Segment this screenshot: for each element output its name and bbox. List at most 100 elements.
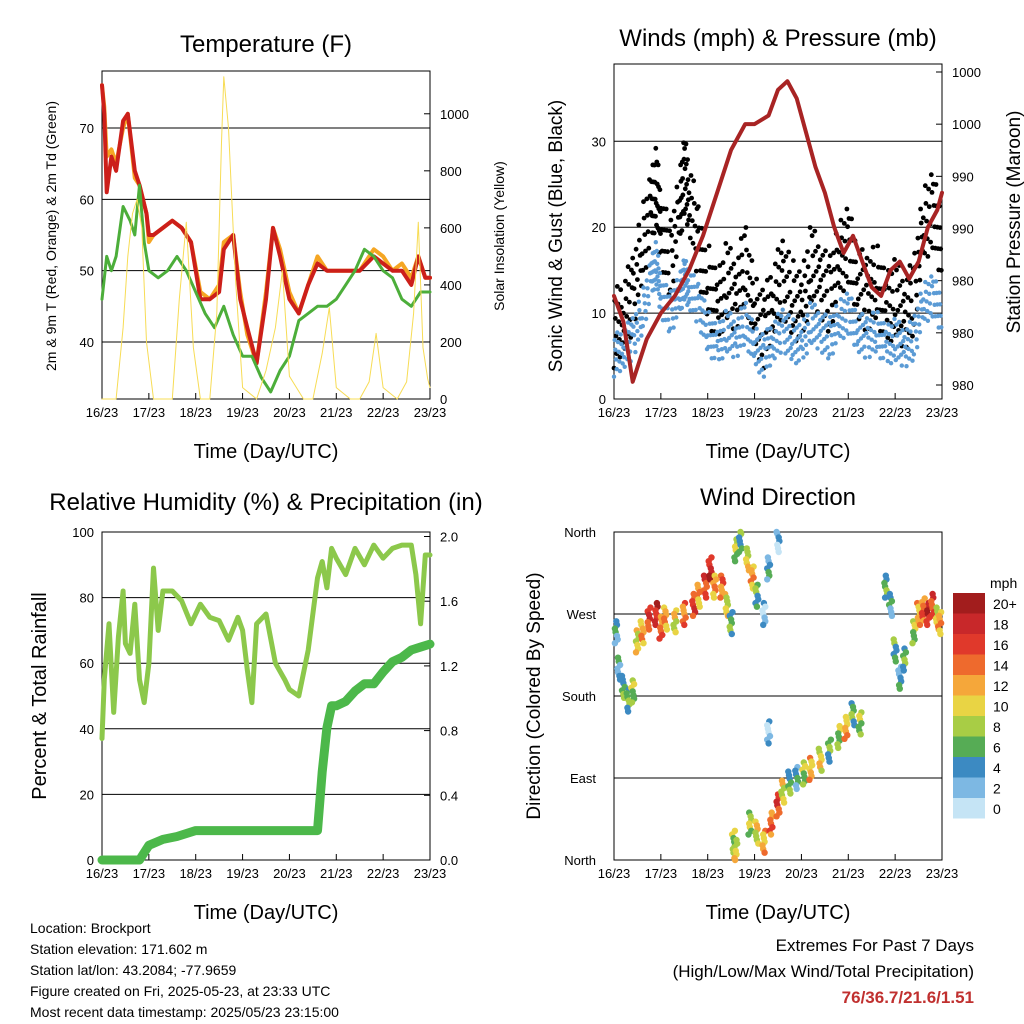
temperature-ytick-right-label: 600 <box>440 221 462 236</box>
winds-point <box>768 326 773 331</box>
winds-point <box>756 359 761 364</box>
humidity-ytick-label: 40 <box>80 722 94 737</box>
info-latest: Most recent data timestamp: 2025/05/23 2… <box>30 1004 339 1020</box>
winds-point <box>791 317 796 322</box>
winds-ytick-right-label: 980 <box>952 378 974 393</box>
direction-point <box>742 556 750 563</box>
direction-point <box>890 636 897 643</box>
winds-point <box>773 279 779 284</box>
winds-point <box>743 300 749 306</box>
winds-point <box>728 266 734 271</box>
direction-ytick-label: West <box>567 607 597 622</box>
winds-point <box>636 299 641 304</box>
direction-point <box>732 847 739 855</box>
temperature-xlabel: Time (Day/UTC) <box>194 441 339 463</box>
legend-label: 10 <box>993 699 1009 715</box>
winds-point <box>782 298 788 304</box>
winds-point <box>849 216 854 222</box>
winds-point <box>838 217 844 223</box>
legend-swatch <box>953 593 985 614</box>
direction-point <box>773 798 780 805</box>
direction-point <box>754 592 761 599</box>
winds-point <box>784 274 790 280</box>
humidity-xtick-label: 22/23 <box>367 866 400 881</box>
winds-point <box>890 334 895 339</box>
winds-point <box>625 264 631 270</box>
direction-point <box>750 574 757 581</box>
winds-point <box>639 251 645 257</box>
direction-point <box>766 732 774 740</box>
winds-point <box>904 364 909 369</box>
winds-point <box>894 267 899 273</box>
winds-point <box>712 355 717 361</box>
winds-point <box>766 310 771 316</box>
winds-point <box>840 316 845 321</box>
winds-point <box>673 306 678 311</box>
winds-point <box>890 343 896 349</box>
winds-point <box>681 156 687 162</box>
winds-point <box>726 270 731 276</box>
direction-point <box>706 572 713 579</box>
winds-point <box>842 238 848 244</box>
winds-point <box>742 305 747 310</box>
winds-point <box>680 286 686 291</box>
winds-point <box>895 307 901 313</box>
winds-point <box>646 245 652 251</box>
direction-point <box>881 579 888 587</box>
winds-point <box>818 328 823 334</box>
winds-point <box>864 282 869 288</box>
winds-point <box>740 324 745 329</box>
winds-point <box>777 340 783 346</box>
winds-point <box>837 267 842 273</box>
direction-point <box>759 842 766 849</box>
winds-point <box>718 296 724 301</box>
direction-point <box>844 732 851 739</box>
extremes-title: Extremes For Past 7 Days <box>775 936 974 955</box>
winds-point <box>748 320 754 326</box>
winds-point <box>665 270 671 276</box>
winds-point <box>791 278 797 284</box>
winds-point <box>789 356 794 362</box>
winds-point <box>916 314 921 319</box>
direction-point <box>881 594 889 601</box>
winds-point <box>736 271 742 277</box>
winds-point <box>789 303 795 308</box>
winds-point <box>842 308 848 314</box>
winds-point <box>632 341 637 346</box>
winds-point <box>921 297 926 302</box>
winds-point <box>692 223 698 229</box>
winds-point <box>829 286 834 291</box>
direction-point <box>933 604 940 611</box>
winds-point <box>622 364 627 369</box>
direction-point <box>673 618 680 625</box>
direction-point <box>835 730 842 737</box>
winds-point <box>924 299 929 304</box>
winds-point <box>860 322 866 328</box>
legend-label: 0 <box>993 801 1001 817</box>
winds-point <box>626 330 631 335</box>
winds-point <box>616 319 622 325</box>
winds-point <box>885 335 891 341</box>
winds-point <box>728 311 733 316</box>
winds-point <box>702 298 707 303</box>
winds-point <box>805 249 810 255</box>
winds-point <box>682 146 687 151</box>
winds-point <box>817 332 822 337</box>
temperature-xtick-label: 23/23 <box>414 405 447 420</box>
direction-xtick-label: 21/23 <box>832 866 865 881</box>
winds-point <box>653 240 658 245</box>
direction-point <box>717 594 724 601</box>
temperature-ylabel-right: Solar Insolation (Yellow) <box>491 161 507 311</box>
winds-point <box>668 326 673 331</box>
humidity-ytick-right-label: 2.0 <box>440 529 458 544</box>
winds-point <box>731 319 736 324</box>
winds-point <box>617 368 623 374</box>
winds-point <box>838 297 844 302</box>
winds-point <box>721 327 726 333</box>
winds-ylabel-left: Sonic Wind & Gust (Blue, Black) <box>546 100 567 372</box>
winds-point <box>760 332 765 337</box>
winds-point <box>637 237 642 243</box>
winds-point <box>657 187 663 193</box>
winds-point <box>635 328 640 334</box>
temperature-title: Temperature (F) <box>180 31 352 58</box>
